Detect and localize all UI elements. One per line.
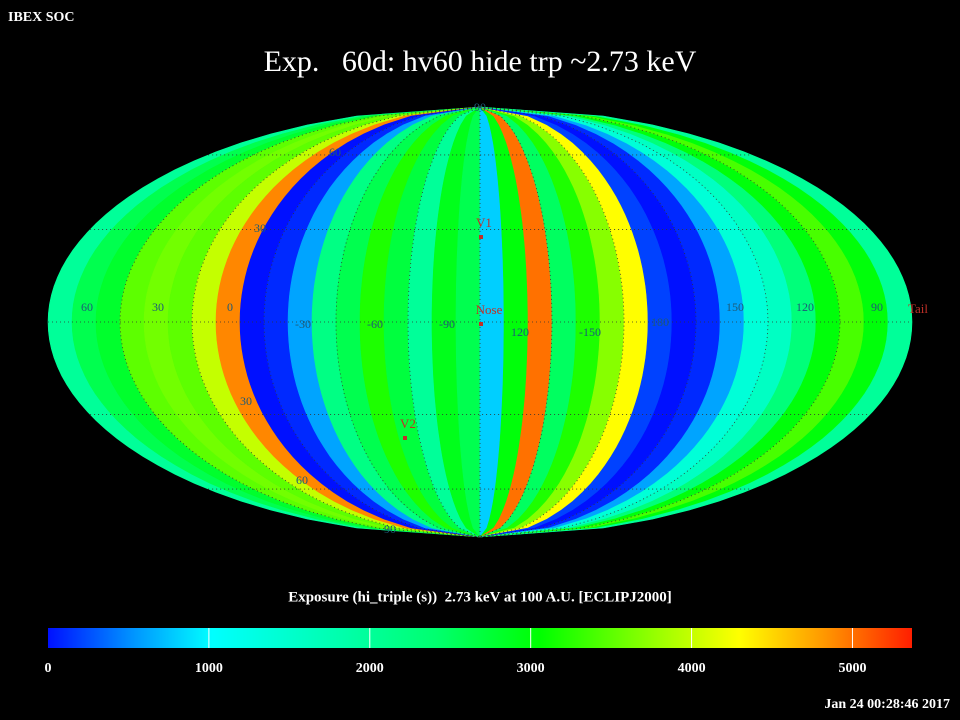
marker-label: Tail xyxy=(908,301,928,316)
marker-label: V1 xyxy=(476,215,492,230)
colorbar-tick-label: 0 xyxy=(45,661,52,676)
colorbar xyxy=(48,628,912,648)
lon-label: 120 xyxy=(796,300,814,314)
lon-label: 60 xyxy=(81,300,93,314)
colorbar-ticks: 0 1000 2000 3000 4000 5000 xyxy=(45,628,866,676)
lon-label: 30 xyxy=(152,300,164,314)
sky-map xyxy=(47,106,913,538)
lat-label: 60 xyxy=(329,145,341,159)
colorbar-tick-label: 3000 xyxy=(517,661,545,676)
marker-dot xyxy=(479,322,483,326)
meridian xyxy=(479,106,553,538)
lon-label: 90 xyxy=(871,300,883,314)
colorbar-caption: Exposure (hi_triple (s)) 2.73 keV at 100… xyxy=(288,589,672,605)
meridian xyxy=(407,106,481,538)
lon-label: 0 xyxy=(227,300,233,314)
lat-label: 30 xyxy=(254,221,266,235)
lon-label: 180 xyxy=(651,315,669,329)
colorbar-tick-label: 5000 xyxy=(838,661,866,676)
lat-label: 90 xyxy=(474,100,486,114)
lon-label: -60 xyxy=(367,317,383,331)
lon-label: -150 xyxy=(579,325,601,339)
lon-label: -90 xyxy=(439,317,455,331)
timestamp: Jan 24 00:28:46 2017 xyxy=(824,697,950,712)
colorbar-tick-label: 1000 xyxy=(195,661,223,676)
title: Exp. 60d: hv60 hide trp ~2.73 keV xyxy=(264,45,697,78)
lat-label: 90 xyxy=(384,522,396,536)
colorbar-tick-label: 2000 xyxy=(356,661,384,676)
marker-dot xyxy=(479,235,483,239)
map-labels: 60 30 0 -30 -60 -90 120 -150 180 150 120 90 90 60 30 30… xyxy=(81,100,928,536)
lat-label: 30 xyxy=(240,394,252,408)
marker-label: V2 xyxy=(400,416,416,431)
marker-dot xyxy=(403,436,407,440)
lat-label: 60 xyxy=(296,473,308,487)
colorbar-tick-label: 4000 xyxy=(678,661,706,676)
marker-label: Nose xyxy=(476,302,503,317)
lon-label: -30 xyxy=(295,317,311,331)
org-label: IBEX SOC xyxy=(8,10,75,25)
lon-label: 120 xyxy=(511,325,529,339)
lon-label: 150 xyxy=(726,300,744,314)
